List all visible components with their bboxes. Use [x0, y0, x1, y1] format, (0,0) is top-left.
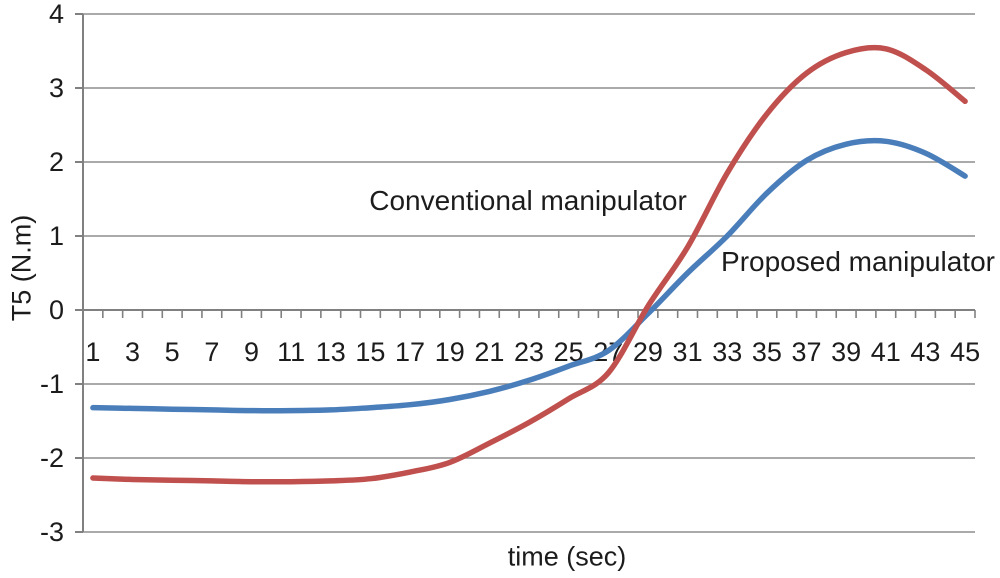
x-tick-label: 1	[85, 337, 100, 367]
y-tick-label: 4	[49, 0, 64, 29]
x-tick-label: 21	[474, 337, 504, 367]
x-tick-label: 9	[244, 337, 259, 367]
x-tick-label: 31	[673, 337, 703, 367]
x-tick-label: 33	[712, 337, 742, 367]
x-tick-label: 3	[125, 337, 140, 367]
x-tick-label: 15	[355, 337, 385, 367]
x-tick-label: 17	[395, 337, 425, 367]
x-tick-label: 29	[633, 337, 663, 367]
x-tick-label: 23	[514, 337, 544, 367]
x-tick-label: 41	[871, 337, 901, 367]
conventional-manipulator-curve	[90, 44, 968, 485]
x-axis-title: time (sec)	[507, 541, 627, 572]
y-tick-label: -3	[40, 517, 64, 547]
y-tick-label: -2	[40, 443, 64, 473]
x-tick-label: 7	[204, 337, 219, 367]
x-tick-label: 45	[950, 337, 980, 367]
x-tick-label: 13	[316, 337, 346, 367]
y-tick-label: 2	[49, 147, 64, 177]
x-tick-label: 43	[910, 337, 940, 367]
proposed-manipulator-curve	[90, 137, 968, 414]
conventional-series-label: Conventional manipulator	[369, 185, 687, 216]
x-tick-label: 5	[165, 337, 180, 367]
x-tick-label: 19	[435, 337, 465, 367]
y-axis-title: T5 (N.m)	[6, 214, 37, 322]
y-tick-label: 1	[49, 221, 64, 251]
y-tick-label: 3	[49, 73, 64, 103]
y-tick-label: 0	[49, 295, 64, 325]
proposed-series-label: Proposed manipulator	[721, 246, 995, 277]
x-tick-label: 39	[831, 337, 861, 367]
x-tick-label: 11	[277, 337, 305, 367]
x-tick-label: 37	[791, 337, 821, 367]
x-tick-label: 35	[752, 337, 782, 367]
y-tick-label: -1	[40, 369, 64, 399]
